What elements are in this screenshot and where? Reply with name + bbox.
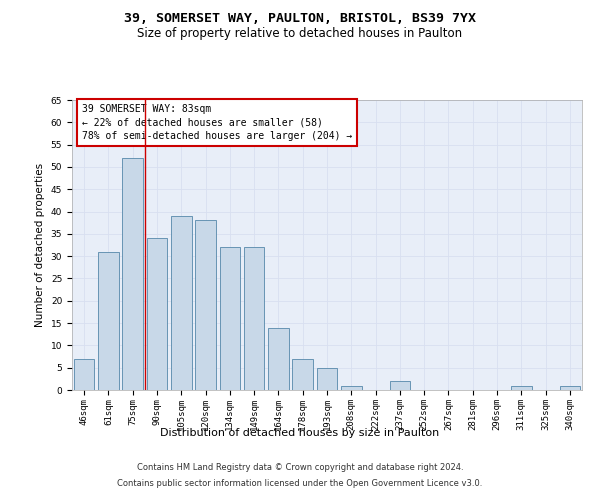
Bar (220, 247, 240, 390)
Bar (244, 247, 265, 390)
Text: Size of property relative to detached houses in Paulton: Size of property relative to detached ho… (137, 28, 463, 40)
Y-axis label: Number of detached properties: Number of detached properties (35, 163, 45, 327)
Bar (74, 359, 94, 390)
Bar (560, 386, 580, 390)
Bar (389, 381, 410, 390)
Bar (268, 328, 289, 390)
Bar (341, 386, 362, 390)
Bar (292, 359, 313, 390)
Bar (122, 158, 143, 390)
Text: 39 SOMERSET WAY: 83sqm
← 22% of detached houses are smaller (58)
78% of semi-det: 39 SOMERSET WAY: 83sqm ← 22% of detached… (82, 104, 352, 141)
Bar (195, 220, 216, 390)
Bar (146, 238, 167, 390)
Bar (511, 386, 532, 390)
Text: 39, SOMERSET WAY, PAULTON, BRISTOL, BS39 7YX: 39, SOMERSET WAY, PAULTON, BRISTOL, BS39… (124, 12, 476, 26)
Bar (98, 252, 119, 390)
Text: Contains HM Land Registry data © Crown copyright and database right 2024.: Contains HM Land Registry data © Crown c… (137, 464, 463, 472)
Text: Distribution of detached houses by size in Paulton: Distribution of detached houses by size … (160, 428, 440, 438)
Text: Contains public sector information licensed under the Open Government Licence v3: Contains public sector information licen… (118, 478, 482, 488)
Bar (317, 368, 337, 390)
Bar (171, 216, 191, 390)
